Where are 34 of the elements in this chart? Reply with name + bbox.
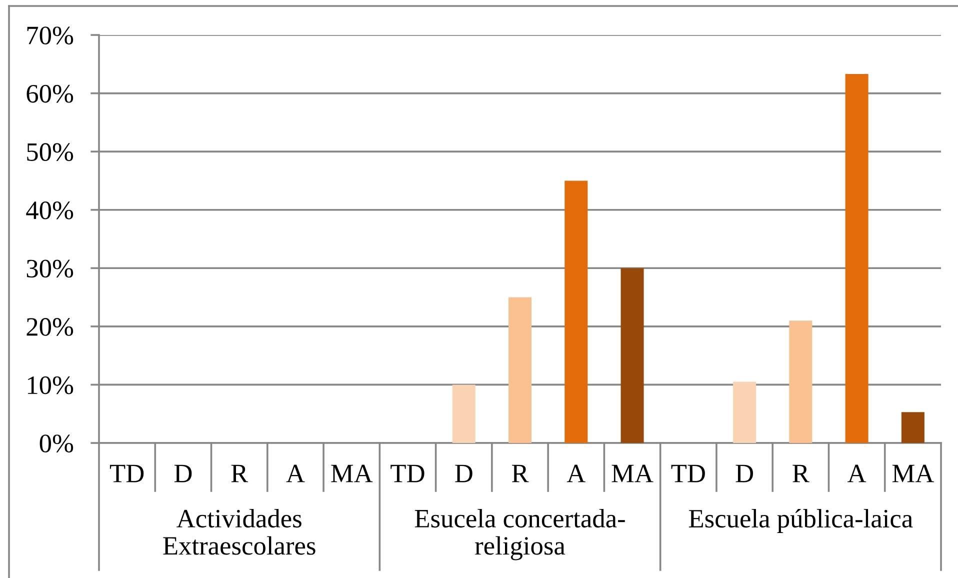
y-tick-label: 0% — [40, 434, 74, 452]
y-tick-label: 60% — [26, 84, 74, 103]
x-tick-label: MA — [331, 464, 373, 482]
x-tick-label: R — [792, 464, 810, 482]
x-tick-label: A — [848, 464, 866, 482]
bar — [452, 384, 476, 443]
bar — [508, 297, 532, 443]
x-tick-label: D — [174, 464, 192, 482]
x-tick-label: TD — [390, 464, 424, 482]
text: Esucela concertada-religiosa — [414, 509, 625, 560]
x-tick-label: TD — [110, 464, 144, 482]
x-tick-label: D — [455, 464, 472, 482]
x-tick-label: D — [736, 464, 754, 482]
text: Escuela pública-laica — [688, 509, 913, 533]
bar — [845, 74, 868, 443]
text: Actividades Extraescolares — [163, 509, 316, 555]
bar — [901, 412, 924, 443]
bar — [620, 268, 644, 443]
bar — [564, 180, 588, 443]
x-tick-label: A — [286, 464, 305, 482]
x-tick-label: TD — [671, 464, 705, 482]
y-tick-label: 40% — [26, 201, 74, 220]
x-tick-label: MA — [612, 464, 654, 482]
x-tick-label: R — [231, 464, 248, 482]
bar — [733, 382, 756, 443]
y-tick-label: 10% — [28, 376, 74, 394]
y-tick-label: 20% — [26, 318, 74, 336]
bar — [789, 320, 812, 443]
x-tick-label: R — [512, 464, 529, 482]
x-tick-label: MA — [892, 464, 934, 482]
x-tick-label: A — [566, 464, 586, 482]
y-tick-label: 70% — [27, 26, 74, 44]
y-tick-label: 30% — [26, 260, 74, 278]
y-tick-label: 50% — [27, 143, 74, 162]
